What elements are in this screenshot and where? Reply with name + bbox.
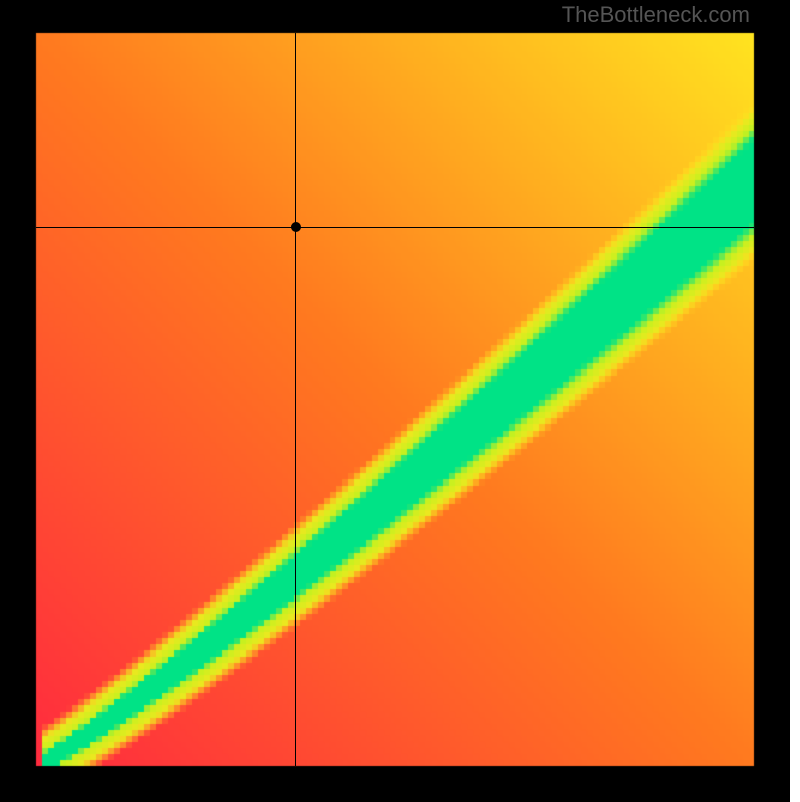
chart-container: TheBottleneck.com bbox=[0, 0, 800, 800]
crosshair-horizontal bbox=[36, 227, 754, 228]
crosshair-vertical bbox=[295, 33, 296, 766]
watermark-label: TheBottleneck.com bbox=[562, 2, 750, 28]
bottleneck-heatmap bbox=[0, 0, 790, 802]
